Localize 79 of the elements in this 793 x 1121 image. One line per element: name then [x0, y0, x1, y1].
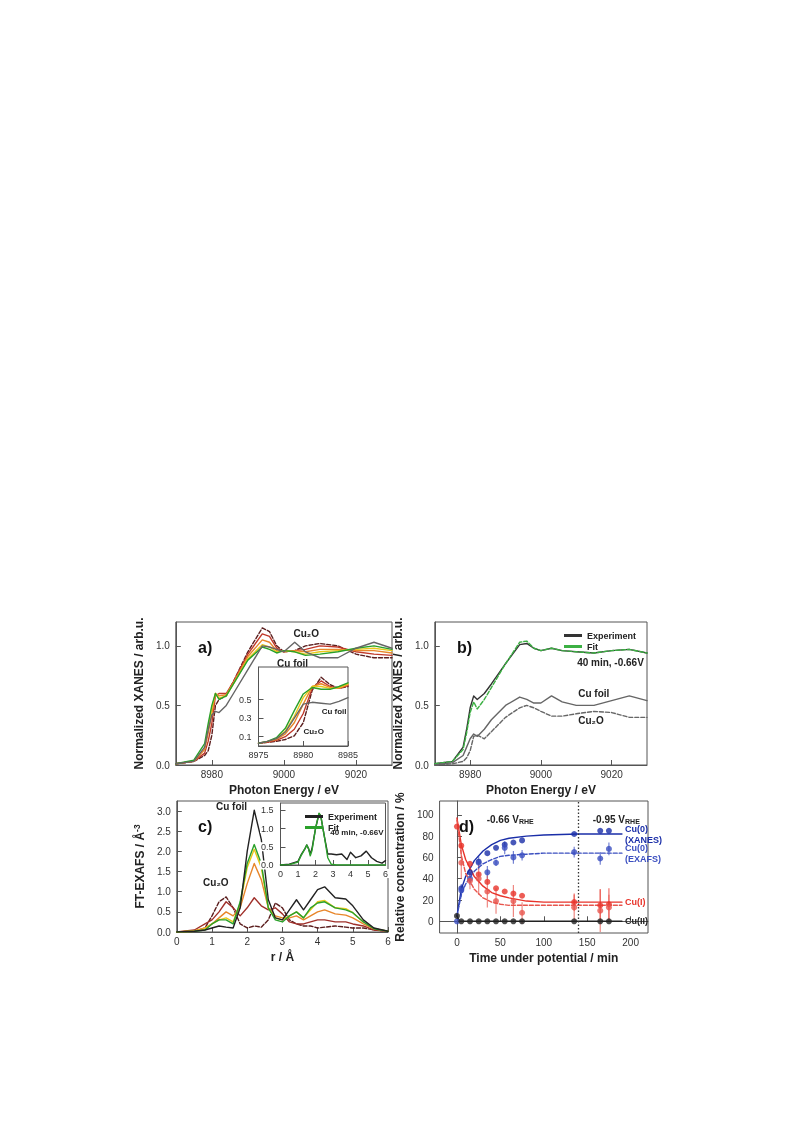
y-tick-label: 0.0	[155, 759, 171, 771]
y-tick-label: 0.5	[261, 841, 274, 852]
x-tick-label: 9000	[529, 768, 553, 780]
x-tick-label: 50	[494, 936, 507, 948]
x-tick-label: 1	[295, 868, 301, 879]
y-tick-label: 1.0	[156, 886, 172, 898]
y-tick-label: 1.0	[414, 640, 430, 652]
x-axis-title: r / Å	[270, 948, 295, 964]
x-axis-title: Photon Energy / eV	[228, 782, 339, 797]
y-tick-label: 0.5	[414, 699, 430, 711]
x-tick-label: 0	[454, 936, 461, 948]
legend-label: Experiment	[327, 811, 378, 822]
y-axis-title: Normalized XANES / arb.u.	[132, 617, 146, 770]
y-axis-title: Relative concentration / %	[393, 791, 407, 942]
y-tick-label: 3.0	[156, 805, 172, 817]
x-tick-label: 0	[174, 935, 181, 947]
y-tick-label: 0.0	[156, 926, 172, 938]
annotation: 40 min, -0.66V	[577, 656, 645, 668]
annotation: Cu₂O	[303, 727, 324, 737]
x-tick-label: 2	[244, 935, 251, 947]
x-tick-label: 2	[313, 868, 319, 879]
y-tick-label: 0.5	[239, 694, 252, 705]
y-tick-label: 2.5	[156, 825, 172, 837]
y-tick-label: 100	[416, 809, 435, 821]
y-tick-label: 0.0	[261, 860, 274, 870]
x-tick-label: 5	[350, 935, 357, 947]
series-label: Cu(I)	[624, 897, 646, 908]
y-tick-label: 1.5	[261, 805, 274, 816]
text: d)	[459, 817, 475, 835]
y-tick-label: 1.0	[155, 640, 171, 652]
annotation: Cu₂O	[203, 876, 229, 888]
y-axis-title: FT-EXAFS / Å-3	[132, 824, 147, 909]
x-tick-label: 100	[535, 936, 553, 948]
x-tick-label: 3	[330, 868, 336, 879]
x-tick-label: 9000	[272, 768, 296, 780]
legend-label: Fit	[586, 641, 598, 652]
annotation: Cu₂O	[293, 627, 320, 639]
y-tick-label: 80	[422, 830, 435, 842]
x-tick-label: 0	[278, 868, 284, 879]
x-tick-label: 8980	[459, 768, 482, 780]
y-tick-label: 0.3	[239, 713, 252, 724]
text: a)	[198, 638, 213, 656]
x-tick-label: 8980	[200, 768, 224, 780]
x-tick-label: 8980	[293, 749, 314, 760]
y-tick-label: 0.5	[156, 906, 172, 918]
x-tick-label: 6	[382, 868, 389, 879]
y-tick-label: 40	[422, 873, 435, 885]
y-tick-label: 2.0	[156, 845, 172, 857]
text: c)	[198, 817, 213, 835]
annotation: Cu foil	[216, 800, 248, 812]
y-tick-label: 0	[428, 915, 435, 927]
x-tick-label: 3	[279, 935, 286, 947]
annotation: Cu₂O	[578, 715, 604, 727]
x-tick-label: 6	[385, 935, 392, 947]
y-tick-label: 60	[422, 851, 435, 863]
x-tick-label: 9020	[600, 768, 624, 780]
x-tick-label: 8975	[248, 749, 269, 760]
annotation: Cu foil	[578, 688, 610, 699]
x-axis-title: Time under potential / min	[469, 950, 619, 965]
x-tick-label: 1	[209, 935, 216, 947]
y-tick-label: 0.0	[414, 759, 430, 771]
x-tick-label: 4	[347, 868, 354, 879]
text: b)	[457, 638, 473, 656]
x-tick-label: 200	[622, 936, 640, 948]
x-axis-title: Photon Energy / eV	[485, 782, 596, 797]
y-tick-label: 20	[422, 894, 435, 906]
y-tick-label: 0.1	[239, 731, 252, 742]
x-tick-label: 5	[365, 868, 371, 879]
y-tick-label: 1.0	[261, 823, 274, 834]
x-tick-label: 9020	[344, 768, 368, 780]
legend-label: Experiment	[586, 630, 637, 641]
y-axis-title: Normalized XANES / arb.u.	[391, 617, 405, 770]
x-tick-label: 4	[314, 935, 321, 947]
y-tick-label: 1.5	[156, 866, 172, 878]
y-tick-label: 0.5	[155, 699, 171, 711]
x-tick-label: 8985	[337, 749, 358, 760]
x-tick-label: 150	[578, 936, 596, 948]
annotation: Cu foil	[321, 706, 347, 716]
annotation: Cu foil	[277, 657, 309, 669]
